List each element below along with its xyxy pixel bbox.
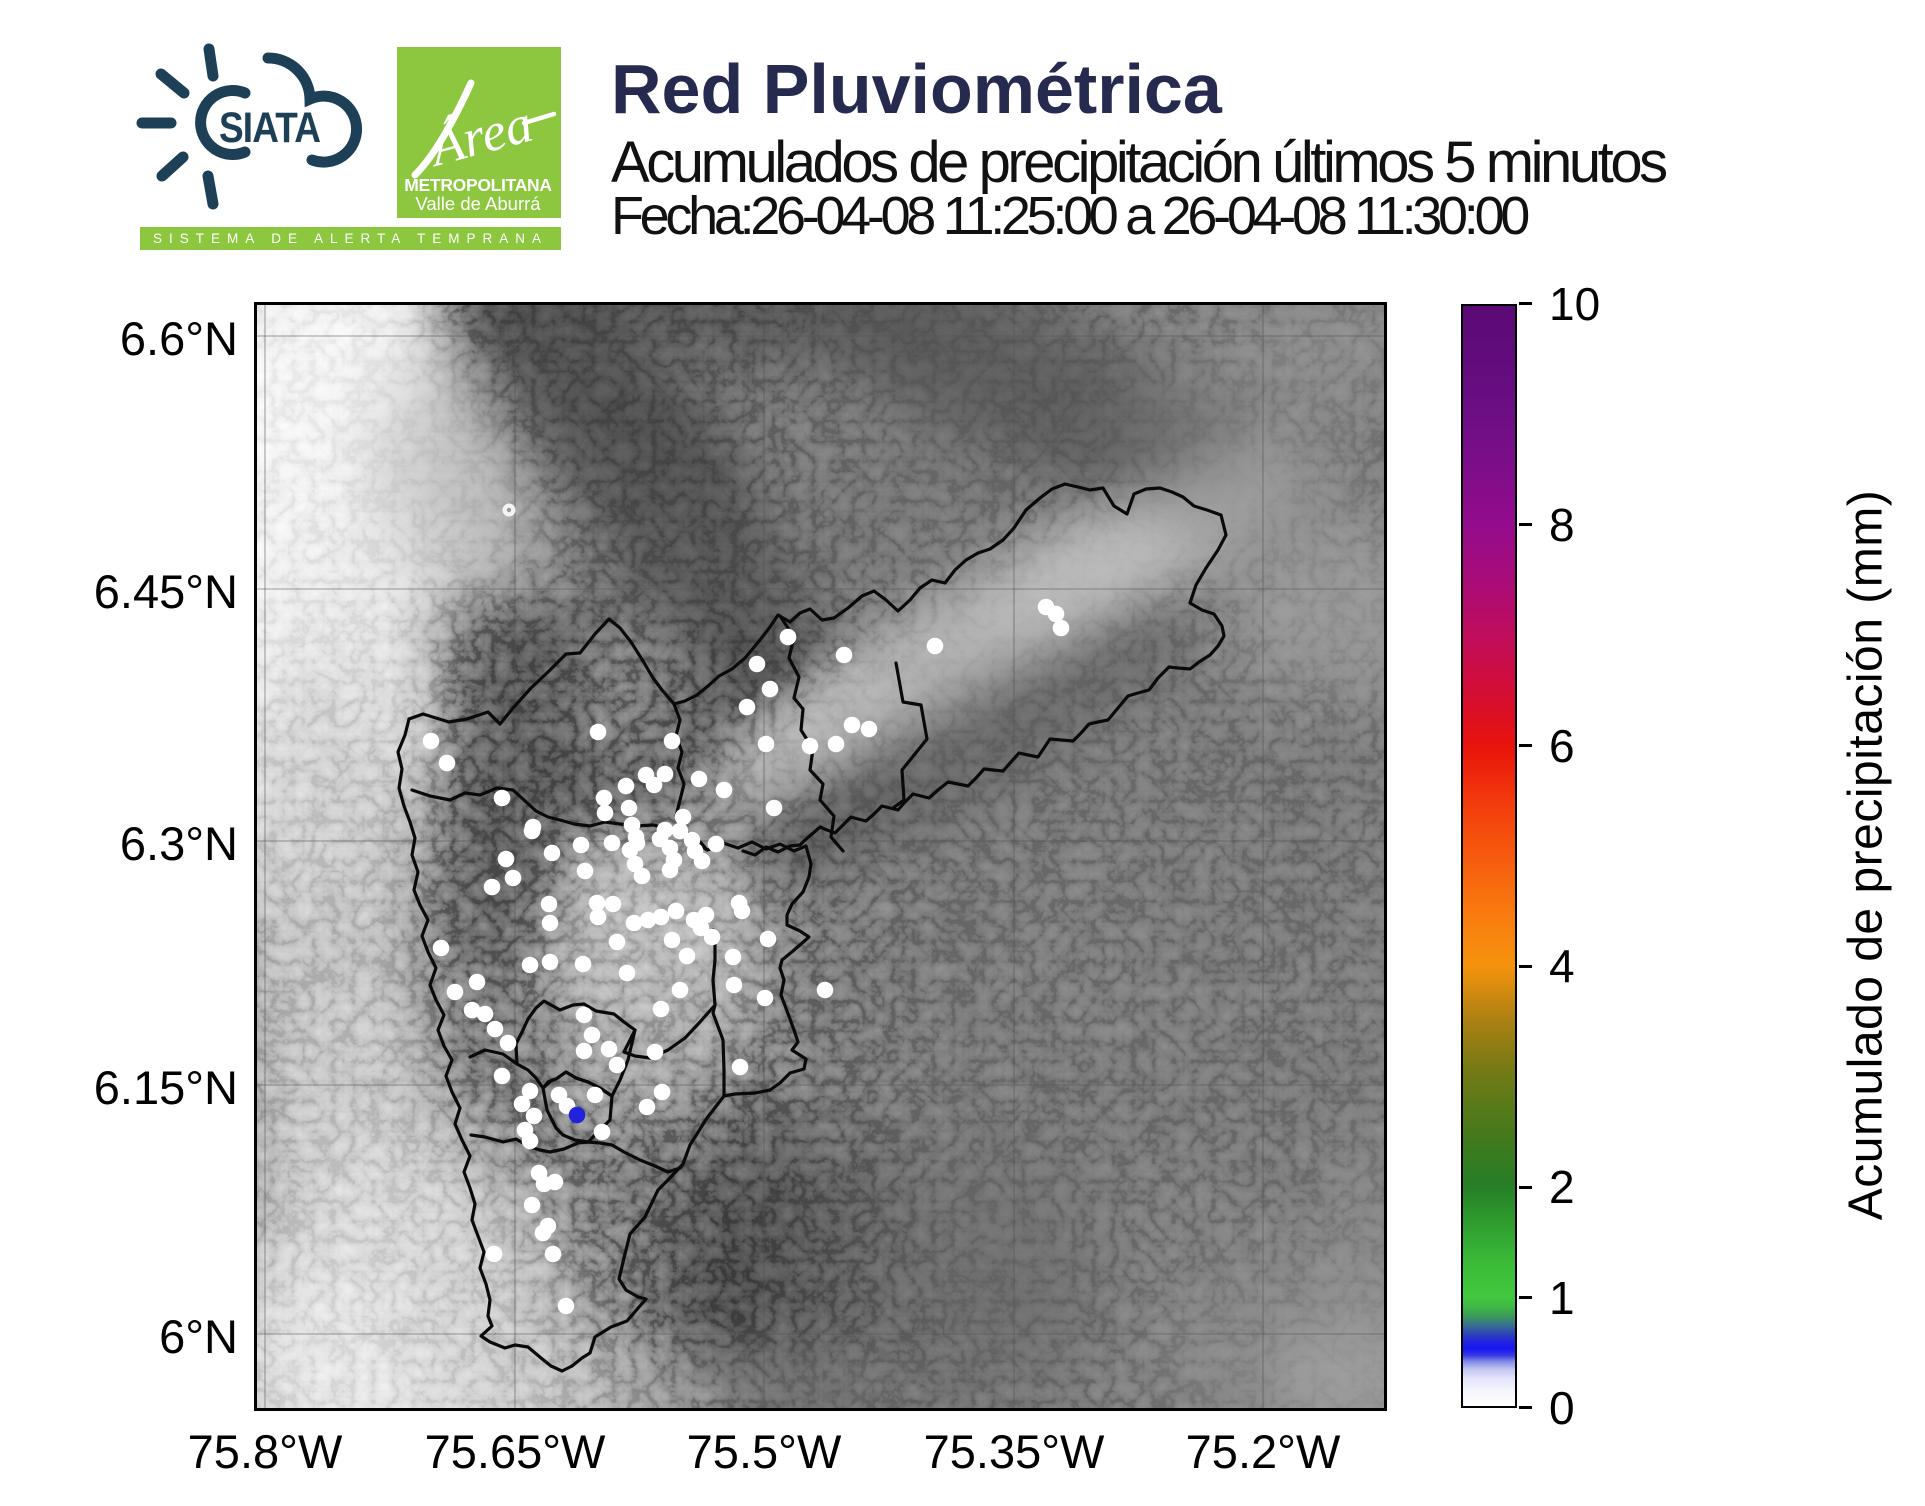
svg-text:METROPOLITANA: METROPOLITANA <box>404 175 552 195</box>
svg-text:SIATA: SIATA <box>219 104 320 151</box>
svg-text:Área: Área <box>421 93 539 178</box>
svg-text:Valle de Aburrá: Valle de Aburrá <box>415 193 541 214</box>
